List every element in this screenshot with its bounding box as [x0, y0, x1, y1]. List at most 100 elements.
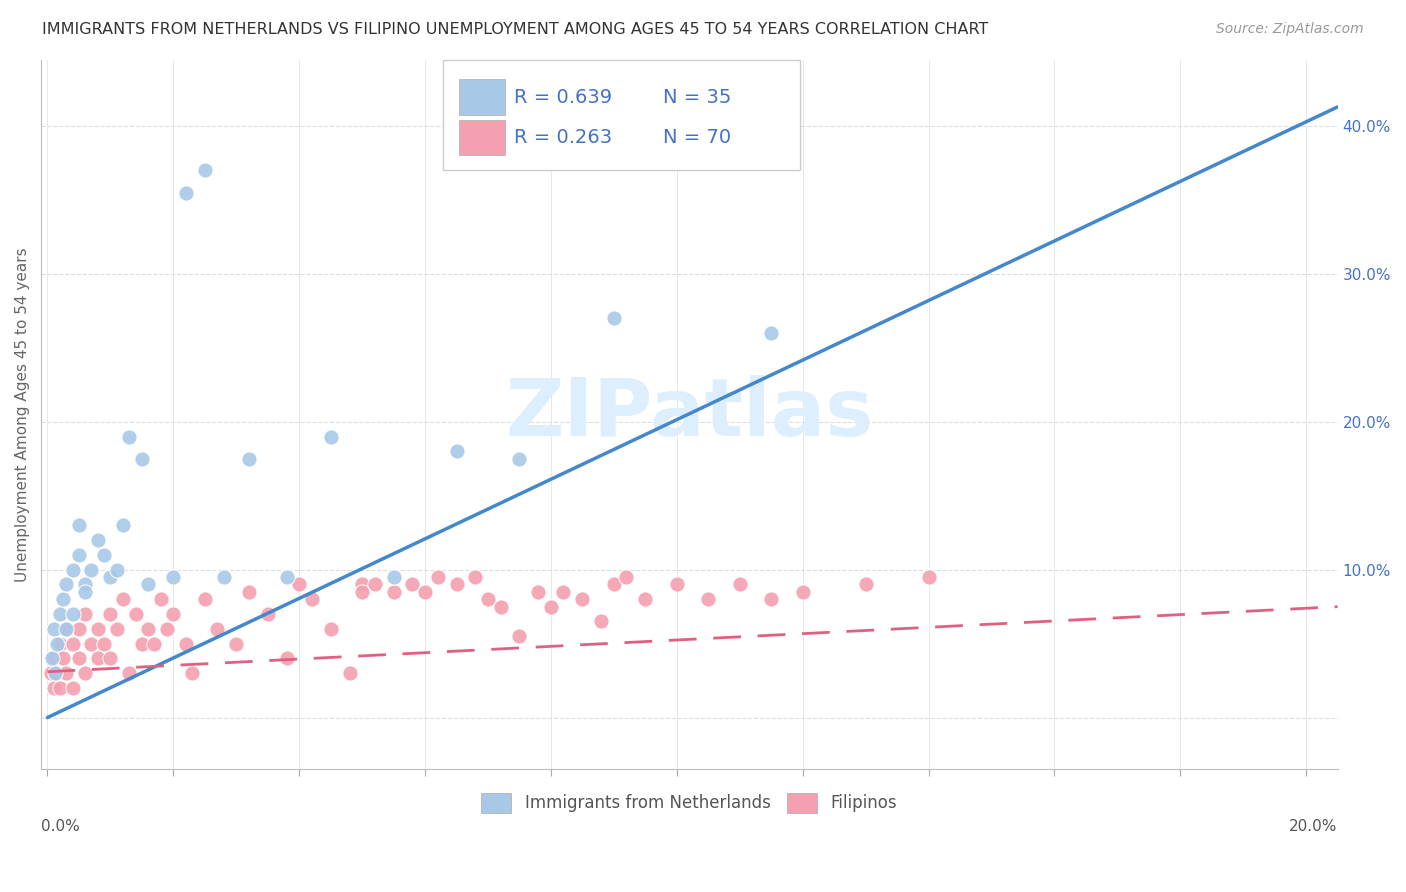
- Point: [256, 607, 278, 621]
- Point: [42, 622, 65, 636]
- Y-axis label: Unemployment Among Ages 45 to 54 years: Unemployment Among Ages 45 to 54 years: [15, 247, 30, 582]
- Point: [508, 629, 530, 643]
- Point: [93, 548, 115, 562]
- FancyBboxPatch shape: [458, 120, 505, 155]
- Point: [174, 186, 197, 200]
- Text: 0.0%: 0.0%: [41, 819, 80, 834]
- Point: [181, 666, 204, 681]
- Point: [194, 163, 217, 178]
- Point: [131, 451, 153, 466]
- Point: [413, 585, 436, 599]
- Point: [792, 585, 814, 599]
- Point: [225, 637, 247, 651]
- Point: [55, 666, 77, 681]
- Point: [98, 651, 121, 665]
- Point: [55, 577, 77, 591]
- Text: R = 0.639: R = 0.639: [515, 87, 613, 107]
- FancyBboxPatch shape: [458, 79, 505, 115]
- Point: [111, 518, 134, 533]
- Point: [363, 577, 385, 591]
- Point: [697, 592, 720, 607]
- Point: [67, 518, 90, 533]
- Point: [111, 592, 134, 607]
- Point: [62, 607, 84, 621]
- Point: [162, 607, 184, 621]
- Point: [67, 651, 90, 665]
- Point: [55, 622, 77, 636]
- Point: [665, 577, 688, 591]
- Point: [62, 563, 84, 577]
- Point: [75, 577, 97, 591]
- Point: [174, 637, 197, 651]
- Point: [98, 570, 121, 584]
- Point: [339, 666, 361, 681]
- Point: [98, 607, 121, 621]
- Text: ZIPatlas: ZIPatlas: [505, 376, 873, 453]
- Point: [52, 651, 75, 665]
- Point: [238, 451, 260, 466]
- Point: [80, 563, 103, 577]
- Point: [352, 585, 374, 599]
- Point: [39, 666, 62, 681]
- Point: [603, 577, 626, 591]
- Point: [75, 666, 97, 681]
- Point: [42, 651, 65, 665]
- Point: [464, 570, 486, 584]
- Point: [382, 570, 405, 584]
- Point: [80, 637, 103, 651]
- Point: [67, 622, 90, 636]
- Point: [49, 607, 72, 621]
- Point: [207, 622, 229, 636]
- Point: [288, 577, 311, 591]
- Point: [45, 666, 67, 681]
- Point: [761, 326, 783, 340]
- Point: [540, 599, 562, 614]
- Point: [87, 622, 110, 636]
- Point: [446, 444, 468, 458]
- Point: [162, 570, 184, 584]
- Point: [93, 637, 115, 651]
- Point: [212, 570, 235, 584]
- Text: Source: ZipAtlas.com: Source: ZipAtlas.com: [1216, 22, 1364, 37]
- Point: [44, 666, 66, 681]
- Point: [553, 585, 575, 599]
- Point: [276, 651, 298, 665]
- Point: [62, 681, 84, 695]
- Point: [301, 592, 323, 607]
- Point: [489, 599, 512, 614]
- Point: [118, 666, 141, 681]
- Point: [105, 563, 128, 577]
- Point: [87, 651, 110, 665]
- Text: IMMIGRANTS FROM NETHERLANDS VS FILIPINO UNEMPLOYMENT AMONG AGES 45 TO 54 YEARS C: IMMIGRANTS FROM NETHERLANDS VS FILIPINO …: [42, 22, 988, 37]
- Point: [527, 585, 550, 599]
- Point: [401, 577, 423, 591]
- Point: [124, 607, 146, 621]
- Text: 20.0%: 20.0%: [1289, 819, 1337, 834]
- Point: [41, 651, 63, 665]
- Point: [105, 622, 128, 636]
- Point: [45, 637, 67, 651]
- Point: [728, 577, 751, 591]
- Text: N = 70: N = 70: [664, 128, 731, 147]
- Legend: Immigrants from Netherlands, Filipinos: Immigrants from Netherlands, Filipinos: [474, 784, 905, 822]
- Point: [87, 533, 110, 548]
- Point: [319, 430, 342, 444]
- Point: [591, 615, 613, 629]
- Point: [276, 570, 298, 584]
- Point: [49, 681, 72, 695]
- Point: [49, 637, 72, 651]
- Text: N = 35: N = 35: [664, 87, 731, 107]
- Point: [446, 577, 468, 591]
- Point: [67, 548, 90, 562]
- Point: [855, 577, 877, 591]
- Point: [382, 585, 405, 599]
- Point: [238, 585, 260, 599]
- Point: [143, 637, 166, 651]
- Point: [131, 637, 153, 651]
- Point: [75, 607, 97, 621]
- Point: [616, 570, 638, 584]
- Point: [603, 311, 626, 326]
- Point: [118, 430, 141, 444]
- Point: [917, 570, 939, 584]
- Point: [634, 592, 657, 607]
